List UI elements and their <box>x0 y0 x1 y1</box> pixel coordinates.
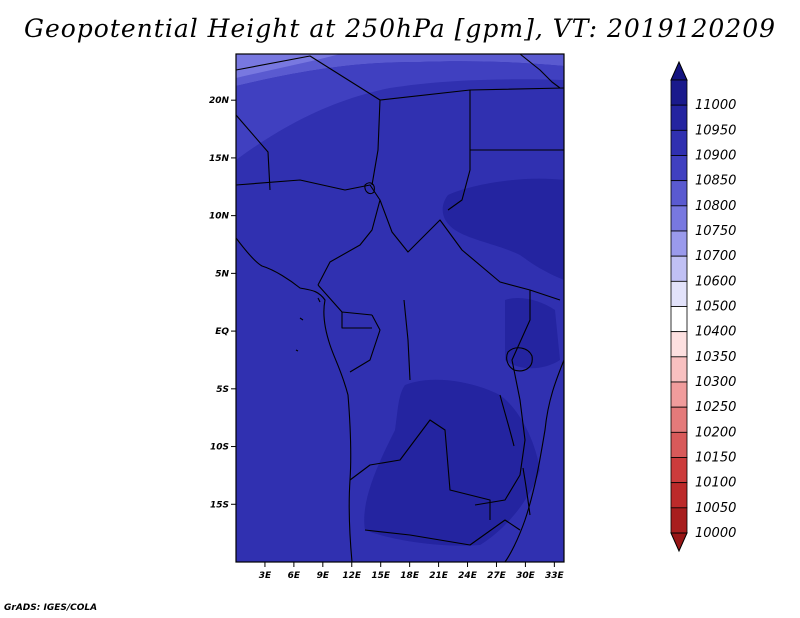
colorbar-bottom-arrow <box>670 532 688 553</box>
contour-band-10850 <box>236 61 564 160</box>
colorbar-label: 10250 <box>695 400 736 415</box>
lake-chad <box>364 182 375 195</box>
colorbar-swatch <box>670 482 688 509</box>
colorbar-swatch <box>670 180 688 207</box>
lat-tick-label: EQ <box>215 327 229 337</box>
colorbar-label: 10500 <box>695 300 736 315</box>
colorbar-label: 10750 <box>695 224 736 239</box>
country-borders <box>236 55 564 546</box>
colorbar-swatch <box>670 331 688 358</box>
east-africa-coastline <box>504 359 564 562</box>
lake-malawi <box>522 467 531 516</box>
contour-band-10750 <box>236 54 340 78</box>
colorbar-swatch <box>670 507 688 534</box>
lon-tick-label: 33E <box>545 571 565 581</box>
lon-tick-label: 6E <box>288 571 301 581</box>
map-title: Geopotential Height at 250hPa [gpm], VT:… <box>23 14 777 43</box>
lat-tick-label: 15N <box>209 154 230 164</box>
colorbar-label: 10800 <box>695 199 736 214</box>
map-frame <box>235 53 565 563</box>
colorbar-label: 10600 <box>695 274 736 289</box>
lat-tick-label: 15S <box>210 500 229 510</box>
colorbar-label: 10000 <box>695 526 736 541</box>
colorbar-label: 10300 <box>695 375 736 390</box>
lon-tick-label: 9E <box>317 571 330 581</box>
contour-band-10950-north <box>442 178 564 280</box>
lon-tick-label: 21E <box>429 571 449 581</box>
colorbar-swatch <box>670 104 688 131</box>
lon-tick-label: 30E <box>516 571 536 581</box>
lat-tick-label: 10S <box>210 443 229 453</box>
colorbar-label: 10700 <box>695 249 736 264</box>
colorbar-swatch <box>670 79 688 106</box>
lat-tick-label: 20N <box>209 96 230 106</box>
colorbar-label: 10950 <box>695 123 736 138</box>
gulf-of-guinea-islands <box>295 297 321 352</box>
longitude-axis: 3E 6E 9E 12E 15E 18E 21E 24E 27E 30E 33E <box>259 562 565 581</box>
colorbar-swatch <box>670 306 688 333</box>
lon-tick-label: 27E <box>487 571 507 581</box>
contour-band-10950-south <box>364 379 540 546</box>
lake-tanganyika <box>499 394 515 447</box>
grads-credit: GrADS: IGES/COLA <box>4 603 98 613</box>
colorbar-label: 10100 <box>695 476 736 491</box>
lat-tick-label: 5S <box>216 385 229 395</box>
colorbar-label: 10350 <box>695 350 736 365</box>
red-sea-coast <box>519 54 561 89</box>
colorbar: 11000 10950 10900 10850 10800 10750 10700 10600… <box>670 60 736 553</box>
colorbar-label: 10150 <box>695 451 736 466</box>
colorbar-swatch <box>670 155 688 182</box>
lon-tick-label: 18E <box>400 571 420 581</box>
lat-tick-label: 10N <box>209 212 230 222</box>
colorbar-label: 10400 <box>695 325 736 340</box>
colorbar-label: 10900 <box>695 149 736 164</box>
lat-tick-label: 5N <box>215 269 229 279</box>
colorbar-label: 10050 <box>695 501 736 516</box>
lake-victoria <box>506 347 533 372</box>
colorbar-swatch <box>670 129 688 156</box>
colorbar-label: 11000 <box>695 98 736 113</box>
colorbar-swatch <box>670 205 688 232</box>
coastlines-borders <box>236 54 564 562</box>
contour-band-10950-east <box>505 298 560 369</box>
colorbar-swatch <box>670 381 688 408</box>
colorbar-swatch <box>670 230 688 257</box>
colorbar-swatch <box>670 457 688 484</box>
colorbar-top-arrow <box>670 60 688 81</box>
lon-tick-label: 3E <box>259 571 272 581</box>
colorbar-label: 10850 <box>695 174 736 189</box>
colorbar-label: 10200 <box>695 425 736 440</box>
colorbar-swatch <box>670 255 688 282</box>
colorbar-swatch <box>670 406 688 433</box>
colorbar-swatch <box>670 280 688 307</box>
contour-band-10800 <box>236 54 564 86</box>
lon-tick-label: 15E <box>371 571 391 581</box>
map-plot-area <box>236 54 564 562</box>
latitude-axis: 20N 15N 10N 5N EQ 5S 10S 15S <box>209 96 236 510</box>
lon-tick-label: 12E <box>342 571 362 581</box>
colorbar-swatch <box>670 356 688 383</box>
colorbar-swatch <box>670 431 688 458</box>
lon-tick-label: 24E <box>458 571 478 581</box>
